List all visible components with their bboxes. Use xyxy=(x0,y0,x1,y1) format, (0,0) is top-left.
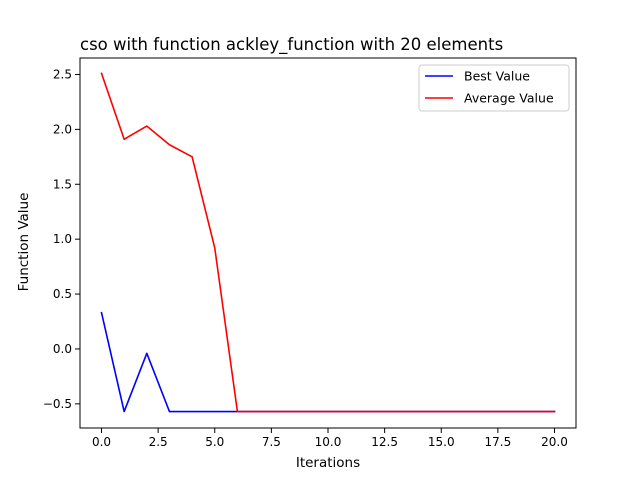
y-tick-label: 2.0 xyxy=(53,122,72,136)
x-tick-label: 10.0 xyxy=(315,435,342,449)
y-tick-label: 1.5 xyxy=(53,177,72,191)
y-tick-label: 0.5 xyxy=(53,287,72,301)
y-tick-label: 2.5 xyxy=(53,67,72,81)
x-tick-label: 15.0 xyxy=(428,435,455,449)
y-tick-label: −0.5 xyxy=(43,397,72,411)
series-layer xyxy=(100,72,556,413)
y-axis-label: Function Value xyxy=(16,193,32,292)
legend-label: Best Value xyxy=(464,69,530,84)
x-tick-label: 20.0 xyxy=(541,435,568,449)
x-tick-label: 0.0 xyxy=(92,435,111,449)
y-tick-label: 1.0 xyxy=(53,232,72,246)
chart-title: cso with function ackley_function with 2… xyxy=(80,35,503,55)
x-axis-label: Iterations xyxy=(296,455,360,471)
x-tick-label: 12.5 xyxy=(371,435,398,449)
x-tick-label: 5.0 xyxy=(205,435,224,449)
x-tick-label: 2.5 xyxy=(149,435,168,449)
y-tick-label: 0.0 xyxy=(53,342,72,356)
plot-frame xyxy=(79,57,577,429)
series-line-average-value xyxy=(100,72,556,413)
x-tick-label: 17.5 xyxy=(485,435,512,449)
ticks-layer: 0.0 2.5 5.0 7.5 10.0 12.5 15.0 17.5 20.0 −0.5 0.0 0… xyxy=(43,67,568,449)
x-tick-label: 7.5 xyxy=(262,435,281,449)
legend-label: Average Value xyxy=(464,91,554,106)
legend-box xyxy=(418,64,570,112)
legend: Best Value Average Value xyxy=(418,64,570,112)
